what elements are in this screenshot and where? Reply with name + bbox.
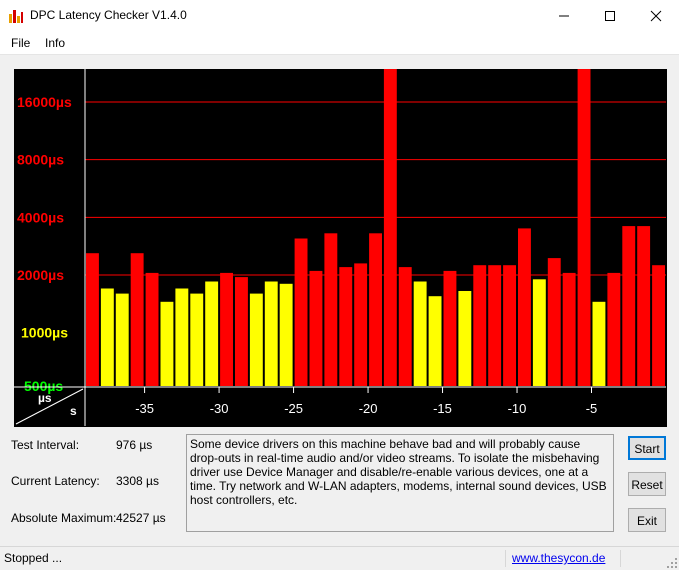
chart-bar [324, 233, 338, 386]
chart-bar [547, 258, 561, 386]
status-separator [505, 550, 506, 567]
y-tick-label: 1000µs [21, 325, 68, 341]
chart-bar [592, 301, 606, 386]
current-latency-label: Current Latency: [11, 474, 100, 488]
chart-bar [562, 272, 576, 386]
chart-bar [86, 253, 99, 386]
chart-bar [607, 272, 621, 386]
menu-file[interactable]: File [11, 36, 31, 50]
resize-grip-icon[interactable] [667, 558, 677, 568]
chart-bar [249, 293, 263, 386]
chart-bar [428, 296, 442, 386]
maximize-icon [605, 11, 615, 21]
website-link[interactable]: www.thesycon.de [512, 551, 606, 565]
chart-bar [235, 277, 248, 386]
x-tick-label: -25 [284, 401, 303, 416]
reset-button[interactable]: Reset [628, 472, 666, 496]
chart-bar [413, 281, 427, 386]
window-title: DPC Latency Checker V1.4.0 [30, 8, 187, 22]
axis-corner-diagonal [15, 388, 84, 425]
x-tick-label: -5 [586, 401, 598, 416]
chart-bar [577, 69, 591, 386]
start-button[interactable]: Start [628, 436, 666, 460]
chart-bar [175, 288, 189, 386]
y-unit-label: µs [38, 391, 52, 405]
chart-bar [383, 69, 397, 386]
chart-bar [294, 238, 308, 386]
chart-bar [264, 281, 278, 386]
chart-bar [398, 267, 412, 386]
chart-bar [458, 291, 472, 386]
chart-bar [309, 270, 323, 386]
maximize-button[interactable] [587, 0, 633, 31]
y-tick-label: 4000µs [17, 209, 64, 225]
test-interval-label: Test Interval: [11, 438, 80, 452]
chart-bar [443, 270, 457, 386]
chart-bar [130, 253, 144, 386]
y-tick-label: 500µs [24, 378, 63, 394]
chart-bar [160, 301, 174, 386]
status-text: Stopped ... [4, 551, 63, 565]
chart-bar [652, 265, 665, 386]
absolute-maximum-value: 42527 µs [116, 511, 166, 525]
chart-bar [339, 267, 353, 386]
chart-bar [637, 226, 651, 386]
x-tick-label: -30 [210, 401, 229, 416]
y-tick-label: 2000µs [17, 267, 64, 283]
chart-bar [473, 265, 487, 386]
chart-bar [503, 265, 516, 386]
close-button[interactable] [633, 0, 679, 31]
chart-bar [518, 228, 531, 386]
absolute-maximum-label: Absolute Maximum: [11, 511, 117, 525]
x-tick-label: -35 [135, 401, 154, 416]
chart-bar [115, 293, 129, 386]
x-tick-label: -15 [433, 401, 452, 416]
chart-bar [190, 293, 204, 386]
status-bar: Stopped ... www.thesycon.de [0, 546, 679, 570]
x-tick-label: -20 [359, 401, 378, 416]
chart-bar [488, 265, 502, 386]
menu-info[interactable]: Info [45, 36, 66, 50]
diagnostic-message: Some device drivers on this machine beha… [186, 434, 614, 532]
title-bar[interactable]: DPC Latency Checker V1.4.0 [0, 0, 679, 33]
chart-bar [145, 272, 159, 386]
chart-bar [205, 281, 219, 386]
chart-bar [532, 279, 546, 386]
minimize-icon [559, 15, 569, 17]
minimize-button[interactable] [541, 0, 587, 31]
status-separator [620, 550, 621, 567]
chart-bar [622, 226, 636, 386]
exit-button[interactable]: Exit [628, 508, 666, 532]
x-tick-label: -10 [508, 401, 527, 416]
close-icon [650, 10, 662, 22]
chart-bar [100, 288, 114, 386]
y-tick-label: 8000µs [17, 152, 64, 168]
y-tick-label: 16000µs [17, 94, 72, 110]
test-interval-value: 976 µs [116, 438, 153, 452]
current-latency-value: 3308 µs [116, 474, 159, 488]
chart-bar [220, 272, 233, 386]
x-unit-label: s [70, 404, 77, 418]
menu-bar: File Info [0, 32, 679, 55]
app-icon [9, 10, 23, 23]
chart-bar [354, 263, 368, 386]
chart-bar [369, 233, 382, 386]
chart-bar [279, 283, 293, 386]
